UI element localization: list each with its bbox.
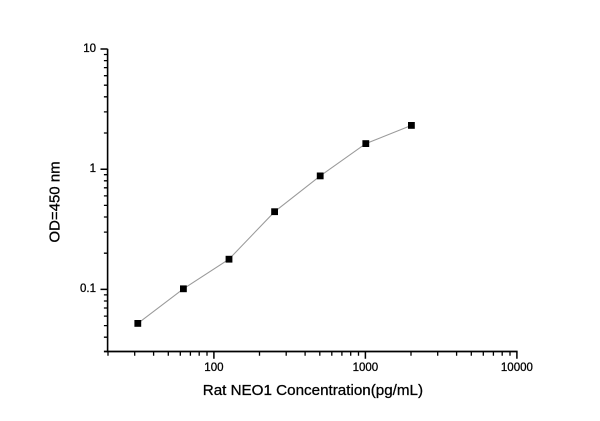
svg-text:1: 1 xyxy=(90,163,96,175)
svg-text:1000: 1000 xyxy=(353,362,379,374)
svg-text:OD=450 nm: OD=450 nm xyxy=(46,161,63,242)
svg-text:100: 100 xyxy=(204,362,223,374)
svg-text:0.1: 0.1 xyxy=(80,283,96,295)
svg-text:Rat NEO1 Concentration(pg/mL): Rat NEO1 Concentration(pg/mL) xyxy=(203,382,423,399)
svg-text:10000: 10000 xyxy=(501,362,533,374)
svg-text:10: 10 xyxy=(83,43,96,55)
